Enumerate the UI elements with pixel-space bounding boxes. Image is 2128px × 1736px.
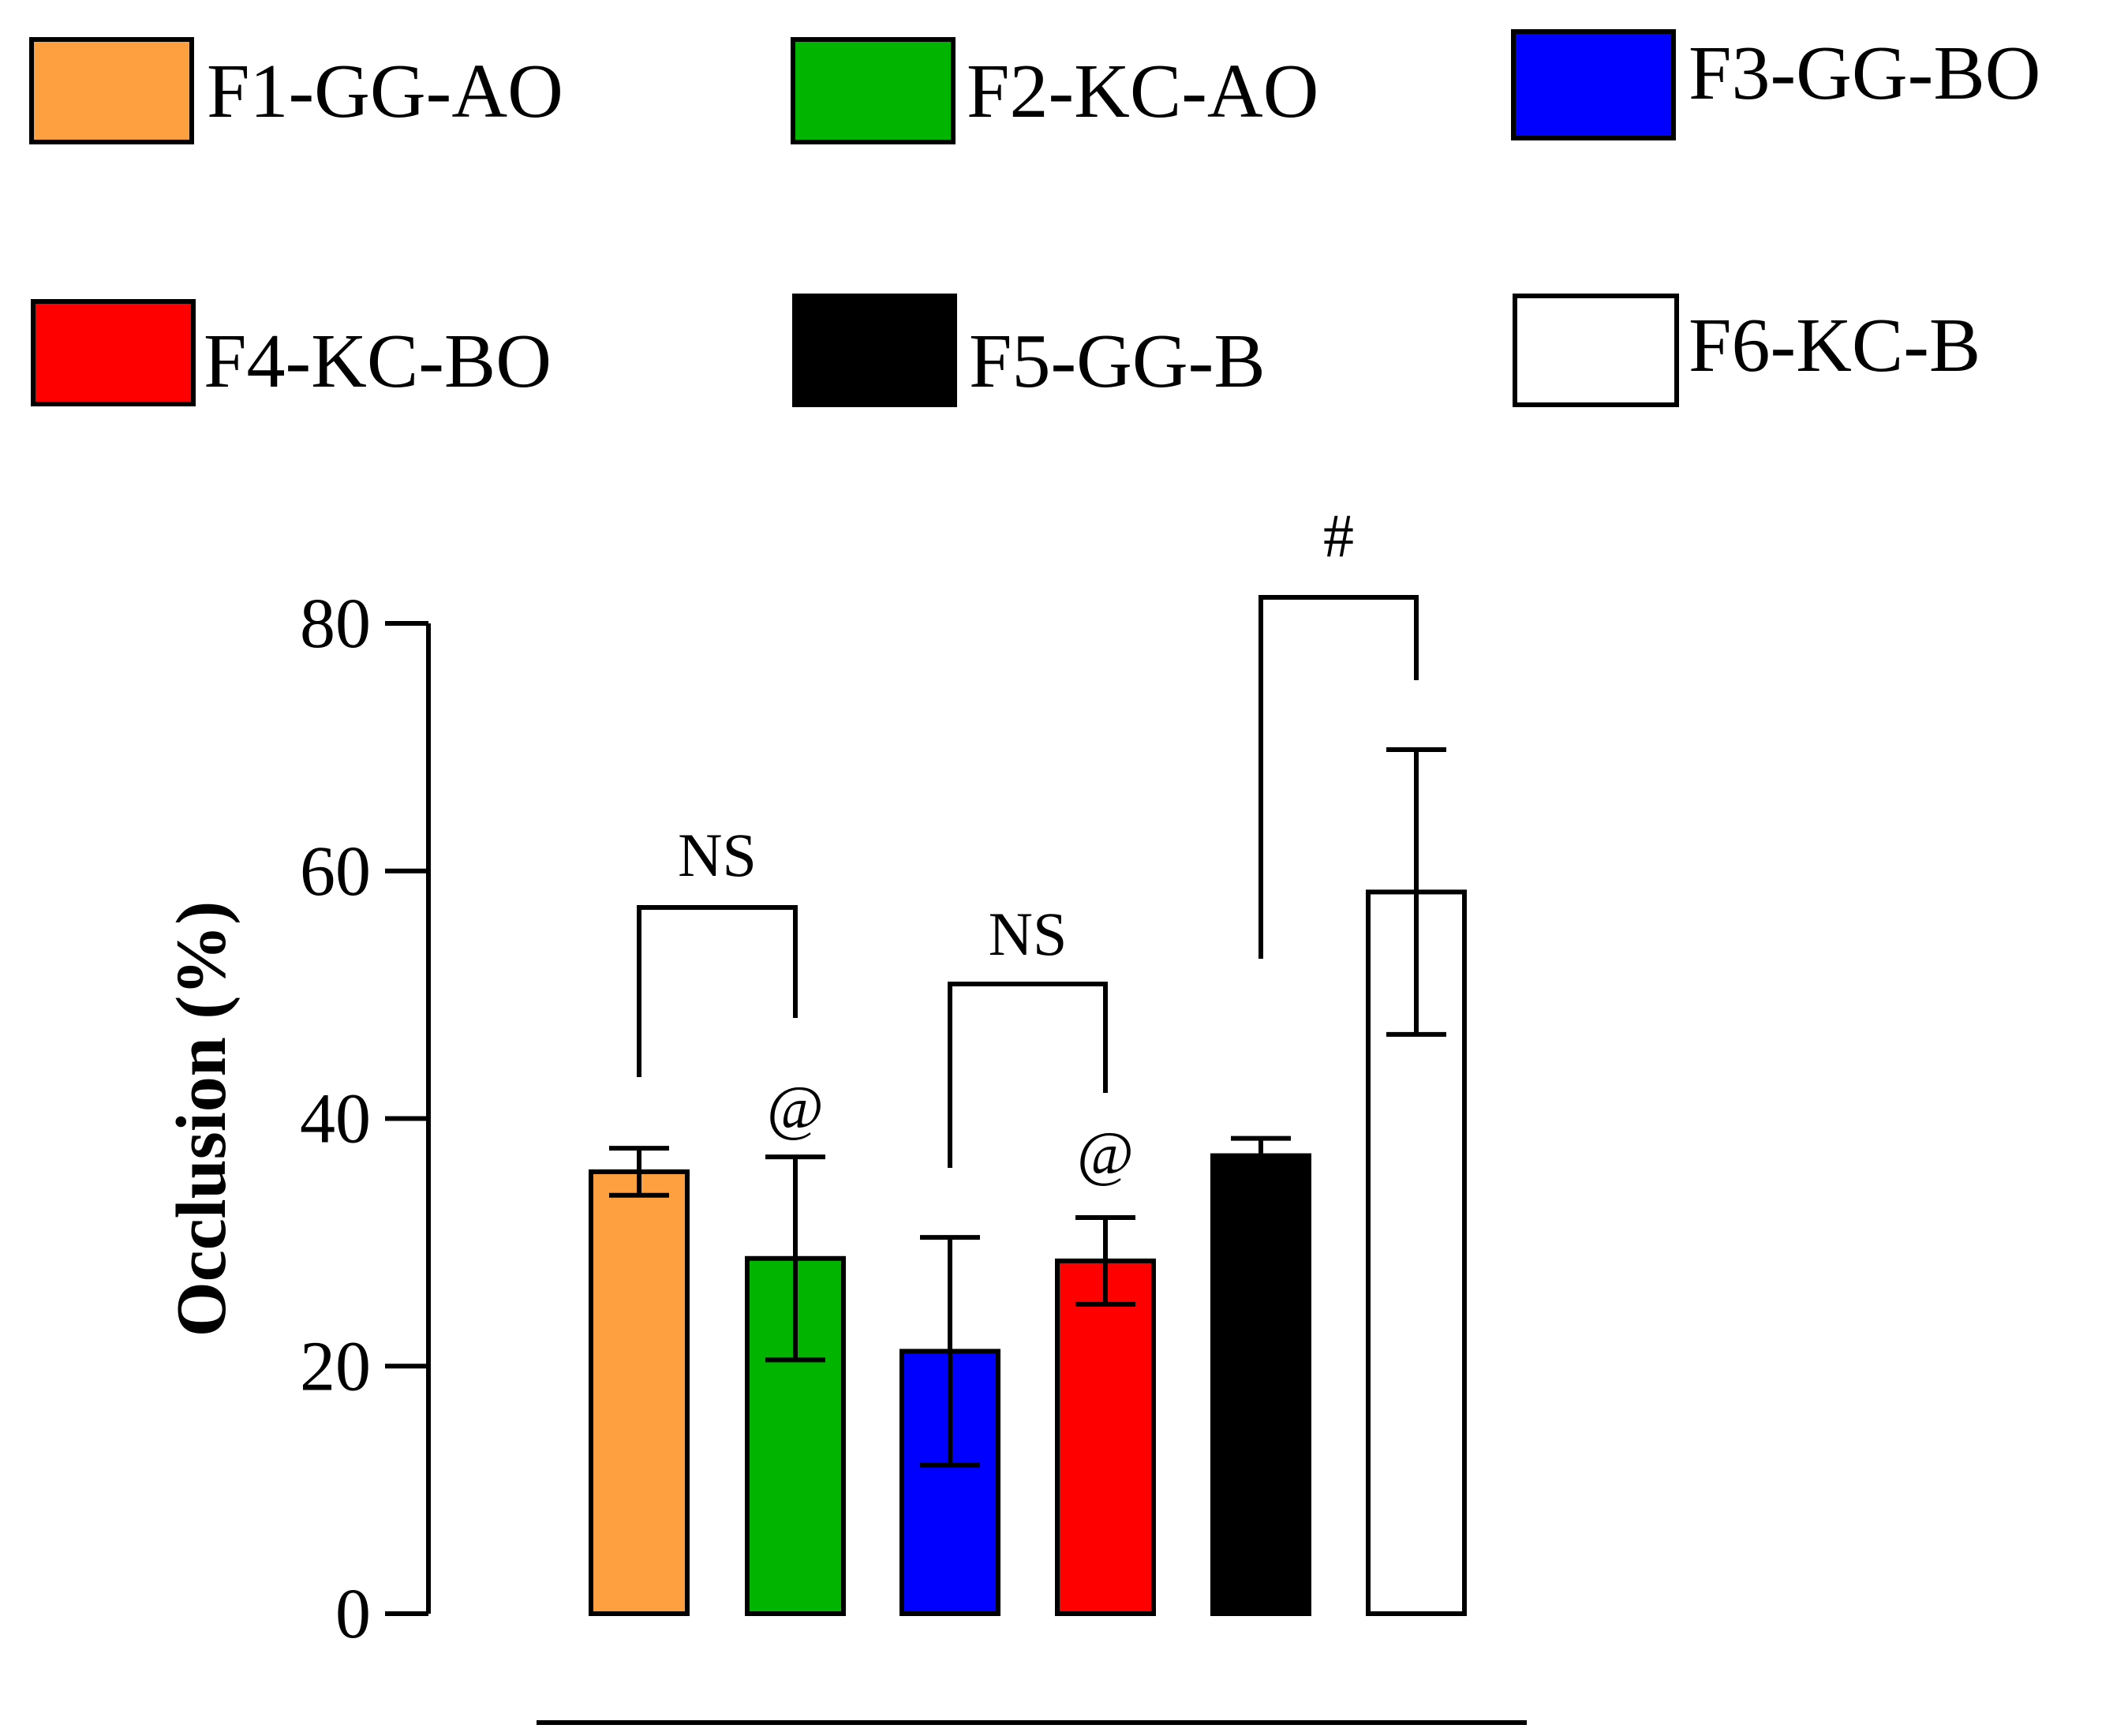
significance-bracket <box>1258 595 1419 959</box>
legend-label: F5-GG-B <box>969 319 1266 404</box>
significance-label: NS <box>678 821 757 889</box>
legend: F1-GG-AO F2-KC-AO F3-GG-BO F4-KC-BO F5-G… <box>29 29 2040 407</box>
y-axis: 0 20 40 60 80 <box>300 585 431 1653</box>
y-tick-label: 40 <box>300 1080 371 1158</box>
legend-swatch <box>791 37 956 144</box>
legend-swatch <box>29 37 194 144</box>
legend-swatch <box>1513 294 1679 407</box>
bar <box>589 1169 690 1617</box>
y-axis-label: Occlusion (%) <box>163 901 241 1337</box>
significance-label: # <box>1323 501 1354 570</box>
legend-entry: F6-KC-B <box>1513 294 1980 407</box>
legend-label: F4-KC-BO <box>204 319 552 404</box>
legend-label: F3-GG-BO <box>1689 31 2040 116</box>
legend-label: F6-KC-B <box>1689 303 1980 388</box>
y-tick-label: 20 <box>300 1327 371 1405</box>
legend-swatch <box>31 299 196 406</box>
annotations: NS NS # @ @ <box>637 501 1419 1188</box>
bar-mark-label: @ <box>767 1073 824 1142</box>
bar <box>1210 1153 1311 1616</box>
legend-entry: F2-KC-AO <box>791 37 1318 144</box>
legend-entry: F4-KC-BO <box>31 299 552 406</box>
legend-entry: F1-GG-AO <box>29 37 563 144</box>
bars <box>589 889 1467 1617</box>
y-tick-label: 60 <box>300 832 371 911</box>
legend-swatch <box>792 294 957 407</box>
legend-entry: F5-GG-B <box>792 294 1266 407</box>
legend-swatch <box>1511 29 1676 140</box>
bar-mark-label: @ <box>1077 1119 1134 1188</box>
significance-bracket <box>637 905 798 1077</box>
legend-entry: F3-GG-BO <box>1511 29 2040 140</box>
significance-label: NS <box>989 900 1068 968</box>
legend-label: F2-KC-AO <box>967 49 1318 134</box>
error-bars <box>609 747 1446 1468</box>
significance-bracket <box>948 982 1108 1168</box>
y-tick-label: 80 <box>300 585 371 663</box>
bar <box>1055 1258 1156 1616</box>
legend-label: F1-GG-AO <box>207 49 563 134</box>
y-ticks: 0 20 40 60 80 <box>300 585 428 1653</box>
y-tick-label: 0 <box>335 1575 371 1653</box>
